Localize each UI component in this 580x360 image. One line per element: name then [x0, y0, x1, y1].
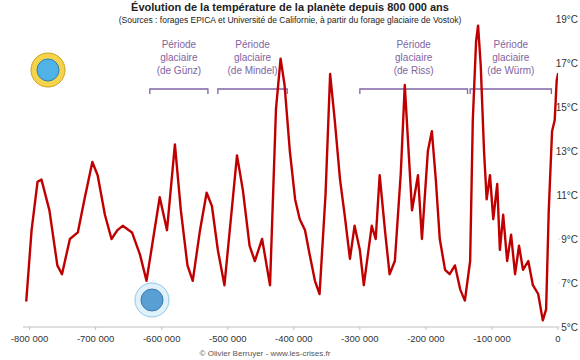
y-tick-label: 17°C — [556, 58, 578, 69]
chart: Évolution de la température de la planèt… — [0, 0, 580, 360]
hot-globe — [31, 53, 65, 87]
y-tick-label: 13°C — [556, 146, 578, 157]
x-tick-label: -200 000 — [407, 333, 445, 344]
cold-globe — [135, 283, 169, 317]
x-tick — [227, 327, 228, 330]
y-tick-label: 7°C — [561, 278, 578, 289]
annotation-bracket — [360, 89, 468, 94]
x-tick — [29, 327, 30, 330]
x-tick-label: -600 000 — [143, 333, 181, 344]
y-tick-label: 11°C — [556, 190, 578, 201]
annotation-text: Période — [235, 39, 270, 50]
annotation-text: glaciaire — [160, 52, 198, 63]
x-tick — [95, 327, 96, 330]
title: Évolution de la température de la planèt… — [131, 1, 449, 13]
subtitle: (Sources : forages EPICA et Université d… — [119, 15, 462, 25]
annotation: Période glaciaire (de Mindel) — [218, 39, 287, 94]
x-tick — [161, 327, 162, 330]
hot-globe-earth — [37, 59, 59, 81]
annotation-text: (de Würm) — [487, 65, 534, 76]
annotation-text: glaciaire — [234, 52, 272, 63]
annotation-text: (de Riss) — [394, 65, 434, 76]
x-tick — [293, 327, 294, 330]
x-tick-label: 0 — [555, 333, 560, 344]
plot-area — [26, 26, 558, 321]
footer: © Olivier Berruyer - www.les-crises.fr — [200, 349, 331, 358]
y-tick-label: 15°C — [556, 102, 578, 113]
x-tick-label: -700 000 — [77, 333, 115, 344]
cold-globe-icon — [135, 283, 169, 317]
y-tick — [558, 283, 560, 284]
background — [0, 0, 580, 360]
x-tick-label: -300 000 — [341, 333, 379, 344]
y-tick — [558, 239, 560, 240]
x-tick-label: -400 000 — [275, 333, 313, 344]
x-tick — [491, 327, 492, 330]
annotation-text: glaciaire — [395, 52, 433, 63]
x-tick — [359, 327, 360, 330]
annotation-text: Période — [162, 39, 197, 50]
y-tick — [558, 327, 560, 328]
annotation-text: Période — [396, 39, 431, 50]
annotation-text: glaciaire — [492, 52, 530, 63]
annotation: Période glaciaire (de Riss) — [360, 39, 468, 94]
x-tick-label: -100 000 — [473, 333, 511, 344]
annotation: Période glaciaire (de Günz) — [150, 39, 208, 94]
x-tick-label: -800 000 — [11, 333, 49, 344]
hot-globe-icon — [31, 53, 65, 87]
annotation-text: (de Mindel) — [228, 65, 278, 76]
y-tick-label: 19°C — [556, 14, 578, 25]
y-tick-label: 9°C — [561, 234, 578, 245]
x-tick-label: -500 000 — [209, 333, 247, 344]
cold-globe-earth — [141, 289, 163, 311]
annotation-text: (de Günz) — [157, 65, 201, 76]
temperature-line — [26, 26, 558, 321]
x-tick — [425, 327, 426, 330]
annotation-text: Période — [494, 39, 529, 50]
annotation-bracket — [150, 89, 208, 94]
y-tick-label: 5°C — [561, 322, 578, 333]
x-axis-line — [23, 327, 558, 328]
